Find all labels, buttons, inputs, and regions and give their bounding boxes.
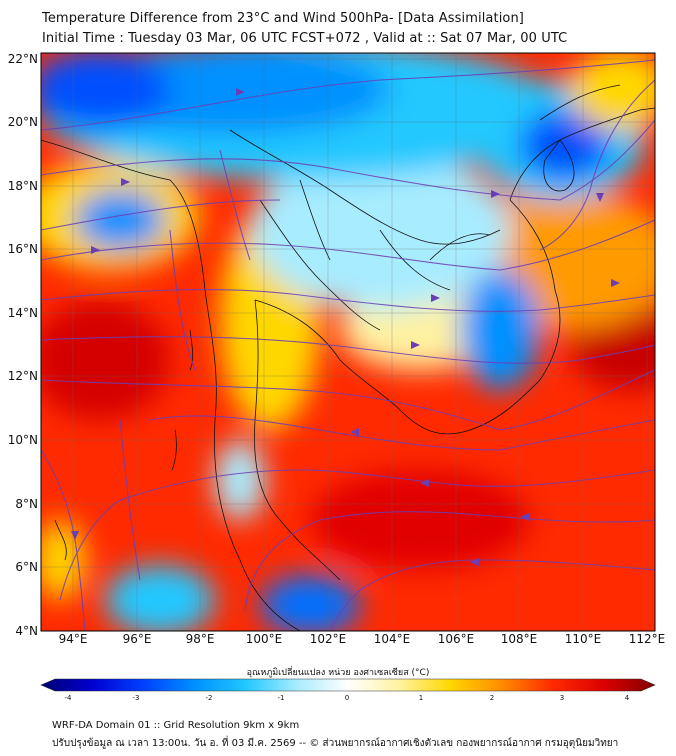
streamline <box>41 59 655 131</box>
lon-label: 110°E <box>564 632 602 646</box>
colorbar-tick: 4 <box>624 694 630 702</box>
streamline <box>41 219 655 271</box>
warm-core-west <box>41 300 170 420</box>
lat-label: 10°N <box>7 433 38 447</box>
footer-credits: ปรับปรุงข้อมูล ณ เวลา 13:00น. วัน อ. ที่… <box>52 738 619 749</box>
lat-label: 20°N <box>7 115 38 129</box>
lat-label: 8°N <box>15 497 38 511</box>
streamline <box>219 149 251 261</box>
streamline <box>149 415 655 451</box>
coastline-nicobar <box>54 519 67 561</box>
wind-streamlines <box>41 59 655 631</box>
colorbar-tick: 3 <box>559 694 565 702</box>
streamline-arrow <box>491 190 500 198</box>
map-title: Temperature Difference from 23°C and Win… <box>42 11 524 26</box>
lon-label: 94°E <box>58 632 88 646</box>
colorbar-tick: -4 <box>64 694 72 702</box>
map-subtitle: Initial Time : Tuesday 03 Mar, 06 UTC FC… <box>42 31 568 46</box>
streamline-arrow <box>350 428 359 436</box>
lon-label: 100°E <box>245 632 283 646</box>
lon-label: 104°E <box>373 632 411 646</box>
cool-south-3 <box>215 440 265 520</box>
map-area <box>41 53 655 631</box>
cool-bay-patch <box>75 190 165 250</box>
warm-southwest-edge <box>41 520 85 600</box>
streamline-arrow <box>236 88 245 96</box>
lon-label: 112°E <box>628 632 666 646</box>
streamline-arrow <box>91 246 100 254</box>
streamline-arrow <box>611 279 620 287</box>
colorbar-tick: 1 <box>418 694 424 702</box>
map-frame <box>40 52 656 632</box>
colorbar-tick: -3 <box>132 694 140 702</box>
footer-model-info: WRF-DA Domain 01 :: Grid Resolution 9km … <box>52 720 300 731</box>
coastline-gulf-east <box>254 199 561 435</box>
lon-label: 98°E <box>185 632 215 646</box>
colorbar <box>40 678 656 692</box>
border-north <box>229 129 501 245</box>
colorbar-tick: 0 <box>344 694 350 702</box>
streamline <box>329 559 655 631</box>
streamline-arrow <box>431 294 440 302</box>
coastline-islands <box>171 329 194 471</box>
streamline <box>169 229 196 371</box>
streamline <box>41 336 655 364</box>
streamline-arrow <box>121 178 130 186</box>
streamline <box>41 199 281 231</box>
cool-south-2 <box>260 575 360 631</box>
lon-label: 102°E <box>309 632 347 646</box>
cool-south-1 <box>105 565 215 631</box>
cool-east-tongue <box>460 270 540 390</box>
streamline-arrows <box>71 88 620 566</box>
colorbar-tick: -1 <box>277 694 285 702</box>
streamline-arrow <box>470 558 479 566</box>
coastline-hainan <box>543 139 575 192</box>
lat-label: 16°N <box>7 242 38 256</box>
warm-northeast-corner <box>570 53 655 130</box>
colorbar-tick: -2 <box>205 694 213 702</box>
coastline-myanmar-peninsula <box>41 139 301 631</box>
lat-label: 22°N <box>7 52 38 66</box>
streamline-arrow <box>420 479 429 487</box>
cool-northeast-core <box>520 110 610 180</box>
streamline-arrow <box>520 513 529 521</box>
temperature-field <box>41 53 655 631</box>
border-internal <box>299 179 491 291</box>
coastline-gulf-west <box>254 299 341 581</box>
coastlines <box>41 84 655 631</box>
streamline <box>539 79 655 251</box>
coastline-china <box>539 84 621 121</box>
lat-label: 18°N <box>7 179 38 193</box>
streamline-arrow <box>596 193 604 202</box>
border-central <box>259 199 381 331</box>
streamline <box>59 469 655 601</box>
lat-label: 12°N <box>7 369 38 383</box>
colorbar-tick: 2 <box>489 694 495 702</box>
streamline-arrow <box>411 341 420 349</box>
lon-label: 96°E <box>122 632 152 646</box>
lat-label: 14°N <box>7 306 38 320</box>
warm-core-south <box>310 470 530 570</box>
lat-label: 4°N <box>15 624 38 638</box>
streamline <box>41 289 655 312</box>
cool-northwest <box>41 53 170 130</box>
lat-label: 6°N <box>15 560 38 574</box>
streamline <box>41 369 655 431</box>
colorbar-title: อุณหภูมิเปลี่ยนแปลง หน่วย องศาเซลเซียส (… <box>246 668 430 678</box>
lon-label: 108°E <box>500 632 538 646</box>
streamline <box>244 511 655 611</box>
streamline <box>41 119 655 201</box>
gridlines <box>41 53 655 631</box>
lon-label: 106°E <box>437 632 475 646</box>
